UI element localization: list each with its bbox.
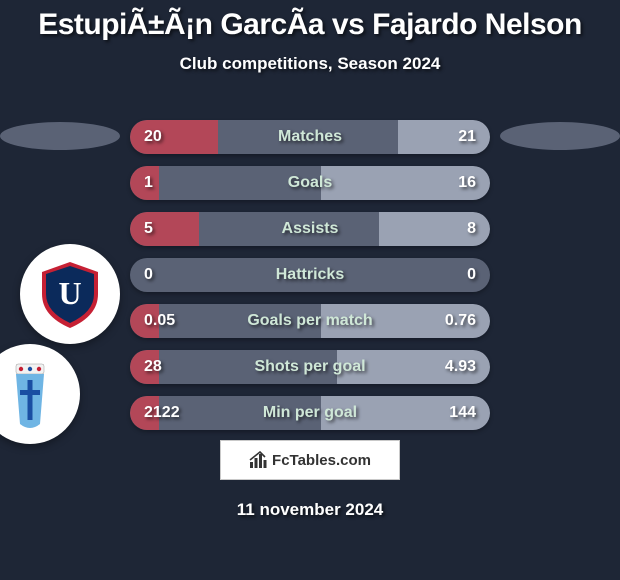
stat-label: Goals [130,174,490,192]
stat-row: 28Shots per goal4.93 [130,350,490,384]
stat-row: 0Hattricks0 [130,258,490,292]
stat-label: Goals per match [130,312,490,330]
right-platform-ellipse [500,122,620,150]
stat-label: Shots per goal [130,358,490,376]
stat-row: 20Matches21 [130,120,490,154]
chart-icon [249,451,267,469]
brand-box[interactable]: FcTables.com [220,440,400,480]
stat-right-value: 4.93 [445,358,476,376]
stat-row: 0.05Goals per match0.76 [130,304,490,338]
stat-label: Matches [130,128,490,146]
comparison-infographic: EstupiÃ±Ã¡n GarcÃ­a vs Fajardo Nelson Cl… [0,0,620,580]
svg-text:U: U [58,275,81,311]
stat-label: Hattricks [130,266,490,284]
stat-right-value: 21 [458,128,476,146]
left-team-logo: U [20,244,120,344]
page-title: EstupiÃ±Ã¡n GarcÃ­a vs Fajardo Nelson [0,8,620,42]
date-text: 11 november 2024 [0,500,620,520]
left-platform-ellipse [0,122,120,150]
stat-row: 2122Min per goal144 [130,396,490,430]
stat-row: 5Assists8 [130,212,490,246]
ucatolica-shield-icon [0,354,70,434]
brand-text: FcTables.com [272,452,371,469]
subtitle: Club competitions, Season 2024 [0,54,620,74]
stat-label: Min per goal [130,404,490,422]
stat-row: 1Goals16 [130,166,490,200]
stat-right-value: 0.76 [445,312,476,330]
right-team-logo [0,344,80,444]
stat-right-value: 8 [467,220,476,238]
stat-right-value: 0 [467,266,476,284]
stats-column: 20Matches211Goals165Assists80Hattricks00… [130,120,490,442]
stat-right-value: 16 [458,174,476,192]
stat-label: Assists [130,220,490,238]
stat-right-value: 144 [449,404,476,422]
ldu-shield-icon: U [30,254,110,334]
